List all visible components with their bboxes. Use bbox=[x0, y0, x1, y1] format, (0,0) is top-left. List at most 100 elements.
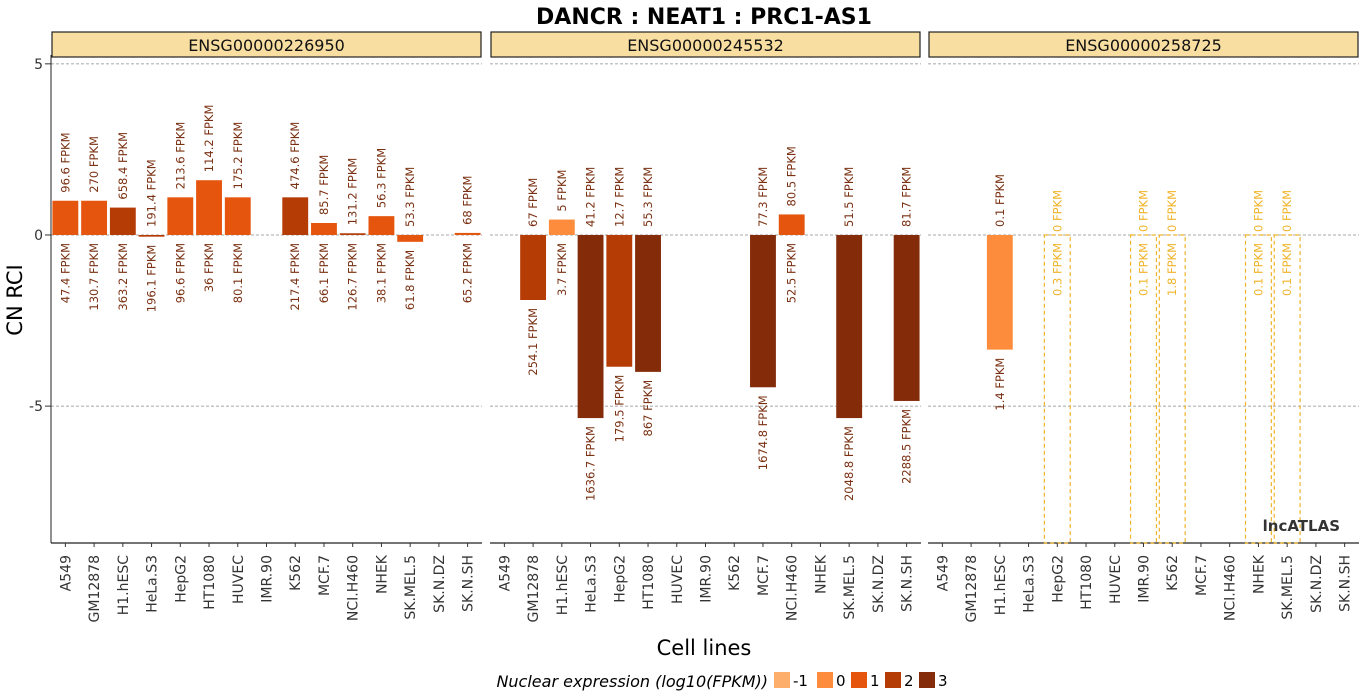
x-tick-label: GM12878 bbox=[964, 555, 980, 622]
x-tick-label: A549 bbox=[935, 555, 951, 591]
bar bbox=[311, 222, 337, 235]
x-tick-label: MCF.7 bbox=[1194, 555, 1210, 596]
x-tick-label: SK.N.DZ bbox=[871, 555, 887, 613]
bar bbox=[778, 214, 805, 235]
bar-label-top: 0 FPKM bbox=[1280, 190, 1294, 232]
bar-label-top: 0 FPKM bbox=[1251, 190, 1265, 232]
x-tick-label: HeLa.S3 bbox=[1022, 555, 1038, 613]
bar-label-bottom: 1.4 FPKM bbox=[993, 358, 1007, 411]
x-tick-label: SK.N.SH bbox=[461, 555, 477, 612]
bar-label-top: 41.2 FPKM bbox=[584, 167, 598, 227]
bar bbox=[397, 234, 424, 242]
bar-label-bottom: 52.5 FPKM bbox=[785, 243, 799, 303]
x-tick-label: HepG2 bbox=[173, 555, 189, 603]
bar bbox=[224, 197, 251, 235]
bar-label-bottom: 65.2 FPKM bbox=[461, 243, 475, 303]
bar bbox=[167, 197, 194, 235]
bar-label-bottom: 3.7 FPKM bbox=[555, 243, 569, 296]
x-tick-label: MCF.7 bbox=[317, 555, 333, 596]
panel-strip-label: ENSG00000226950 bbox=[188, 36, 345, 55]
bar bbox=[339, 233, 366, 235]
panel-strip-label: ENSG00000258725 bbox=[1065, 36, 1222, 55]
bar bbox=[577, 234, 604, 419]
bar-label-bottom: 36 FPKM bbox=[202, 243, 216, 292]
bar-label-bottom: 217.4 FPKM bbox=[288, 243, 302, 311]
legend-label: -1 bbox=[793, 672, 808, 690]
bar-label-top: 81.7 FPKM bbox=[900, 167, 914, 227]
legend-swatch bbox=[817, 672, 833, 688]
bar bbox=[368, 216, 395, 235]
panel-strip bbox=[928, 31, 1359, 58]
bar-label-top: 12.7 FPKM bbox=[612, 167, 626, 227]
bar-label-top: 55.3 FPKM bbox=[641, 167, 655, 227]
legend-label: 1 bbox=[870, 672, 880, 690]
bar-label-top: 175.2 FPKM bbox=[231, 122, 245, 190]
x-tick-label: HeLa.S3 bbox=[584, 555, 600, 613]
x-tick-label: HUVEC bbox=[670, 555, 686, 604]
x-tick-label: NHEK bbox=[374, 554, 390, 594]
x-tick-label: NCI.H460 bbox=[346, 555, 362, 621]
bar bbox=[520, 234, 547, 300]
x-tick-label: SK.MEL.5 bbox=[403, 555, 419, 620]
x-tick-label: HepG2 bbox=[1050, 555, 1066, 603]
bar-label-bottom: 38.1 FPKM bbox=[374, 243, 388, 303]
y-tick-label: 0 bbox=[34, 228, 43, 244]
bar-label-top: 0 FPKM bbox=[1050, 190, 1064, 232]
y-tick-label: -5 bbox=[29, 399, 43, 415]
bar-label-top: 0.1 FPKM bbox=[993, 174, 1007, 227]
x-tick-label: HUVEC bbox=[1108, 555, 1124, 604]
bar-label-top: 0 FPKM bbox=[1137, 190, 1151, 232]
bar-label-bottom: 196.1 FPKM bbox=[145, 245, 159, 313]
y-axis-label: CN RCI bbox=[3, 264, 27, 335]
legend-label: 2 bbox=[904, 672, 914, 690]
x-tick-label: SK.N.SH bbox=[900, 555, 916, 612]
x-tick-label: HepG2 bbox=[612, 555, 628, 603]
x-axis-label: Cell lines bbox=[657, 636, 752, 660]
legend-title: Nuclear expression (log10(FPKM)) bbox=[496, 672, 768, 691]
bar-label-top: 131.2 FPKM bbox=[346, 158, 360, 226]
bar-label-bottom: 66.1 FPKM bbox=[317, 243, 331, 303]
bar bbox=[109, 207, 136, 235]
bar-label-bottom: 61.8 FPKM bbox=[403, 250, 417, 310]
bar-label-top: 85.7 FPKM bbox=[317, 155, 331, 215]
x-tick-label: H1.hESC bbox=[555, 555, 571, 615]
bar bbox=[893, 234, 920, 401]
bar-label-bottom: 867 FPKM bbox=[641, 380, 655, 437]
x-tick-label: HUVEC bbox=[231, 555, 247, 604]
x-tick-label: HT1080 bbox=[1079, 555, 1095, 610]
bar bbox=[606, 234, 633, 367]
x-tick-label: IMR.90 bbox=[1137, 555, 1153, 603]
panel-strip bbox=[51, 31, 482, 58]
watermark-logo: lncATLAS bbox=[1263, 517, 1340, 535]
bar bbox=[635, 234, 661, 372]
x-tick-label: IMR.90 bbox=[260, 555, 276, 603]
x-tick-label: NHEK bbox=[813, 554, 829, 594]
x-tick-label: A549 bbox=[58, 555, 74, 591]
panel-strip bbox=[490, 31, 921, 58]
bar-label-top: 474.6 FPKM bbox=[288, 122, 302, 190]
x-tick-label: IMR.90 bbox=[699, 555, 715, 603]
x-tick-label: H1.hESC bbox=[116, 555, 132, 615]
x-tick-label: SK.N.SH bbox=[1338, 555, 1354, 612]
bar bbox=[138, 234, 165, 237]
bar-label-bottom: 254.1 FPKM bbox=[526, 308, 540, 376]
bar bbox=[52, 200, 79, 235]
bar-label-top: 77.3 FPKM bbox=[756, 167, 770, 227]
bar-label-top: 80.5 FPKM bbox=[785, 146, 799, 206]
bar-label-bottom: 179.5 FPKM bbox=[612, 375, 626, 443]
bar-label-bottom: 1674.8 FPKM bbox=[756, 395, 770, 470]
bar-label-bottom: 130.7 FPKM bbox=[87, 243, 101, 311]
bar-label-top: 213.6 FPKM bbox=[173, 122, 187, 190]
bar-label-bottom: 2288.5 FPKM bbox=[900, 409, 914, 484]
bar bbox=[81, 200, 108, 235]
x-tick-label: HT1080 bbox=[202, 555, 218, 610]
bar-label-top: 53.3 FPKM bbox=[403, 167, 417, 227]
x-tick-label: NHEK bbox=[1251, 554, 1267, 594]
bar-label-top: 68 FPKM bbox=[461, 176, 475, 225]
x-tick-label: K562 bbox=[727, 555, 743, 591]
x-tick-label: MCF.7 bbox=[756, 555, 772, 596]
panel-strip-label: ENSG00000245532 bbox=[627, 36, 784, 55]
x-tick-label: NCI.H460 bbox=[785, 555, 801, 621]
bar-label-top: 0 FPKM bbox=[1165, 190, 1179, 232]
